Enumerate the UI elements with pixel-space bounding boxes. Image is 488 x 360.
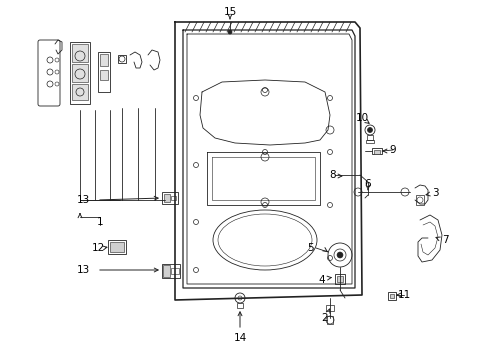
Text: 10: 10 <box>355 113 368 123</box>
Bar <box>162 192 178 204</box>
Text: 1: 1 <box>97 217 103 227</box>
Text: 6: 6 <box>364 179 370 189</box>
Bar <box>325 305 333 311</box>
Text: 7: 7 <box>441 235 447 245</box>
Text: 2: 2 <box>321 313 327 323</box>
Text: 13: 13 <box>76 265 89 275</box>
Bar <box>171 268 179 274</box>
Bar <box>108 240 126 254</box>
Text: 8: 8 <box>329 170 336 180</box>
Bar <box>163 194 170 202</box>
Bar <box>72 84 88 100</box>
Circle shape <box>227 30 231 34</box>
Bar <box>415 195 423 205</box>
Bar <box>326 316 332 324</box>
Bar <box>72 44 88 62</box>
Bar <box>100 70 108 80</box>
Text: 11: 11 <box>397 290 410 300</box>
Text: 3: 3 <box>431 188 437 198</box>
Bar <box>100 54 108 66</box>
Bar <box>334 274 345 284</box>
Text: 13: 13 <box>76 195 89 205</box>
Circle shape <box>367 127 372 132</box>
Text: 4: 4 <box>318 275 325 285</box>
Bar <box>237 303 243 308</box>
Text: 9: 9 <box>389 145 395 155</box>
Text: 15: 15 <box>223 7 236 17</box>
Circle shape <box>336 252 342 258</box>
Bar <box>371 148 381 154</box>
Bar <box>118 55 126 63</box>
Bar <box>110 242 124 252</box>
Bar <box>365 140 373 143</box>
Bar <box>98 52 110 92</box>
Bar <box>72 64 88 82</box>
Bar <box>336 276 342 282</box>
Text: 14: 14 <box>233 333 246 343</box>
Bar <box>163 265 170 277</box>
Text: 12: 12 <box>91 243 104 253</box>
Bar <box>373 150 379 154</box>
Bar <box>162 264 180 278</box>
Bar <box>389 294 393 298</box>
Bar <box>366 135 372 140</box>
Bar <box>387 292 395 300</box>
Bar <box>171 196 176 200</box>
Bar <box>70 42 90 104</box>
Text: 5: 5 <box>306 243 313 253</box>
